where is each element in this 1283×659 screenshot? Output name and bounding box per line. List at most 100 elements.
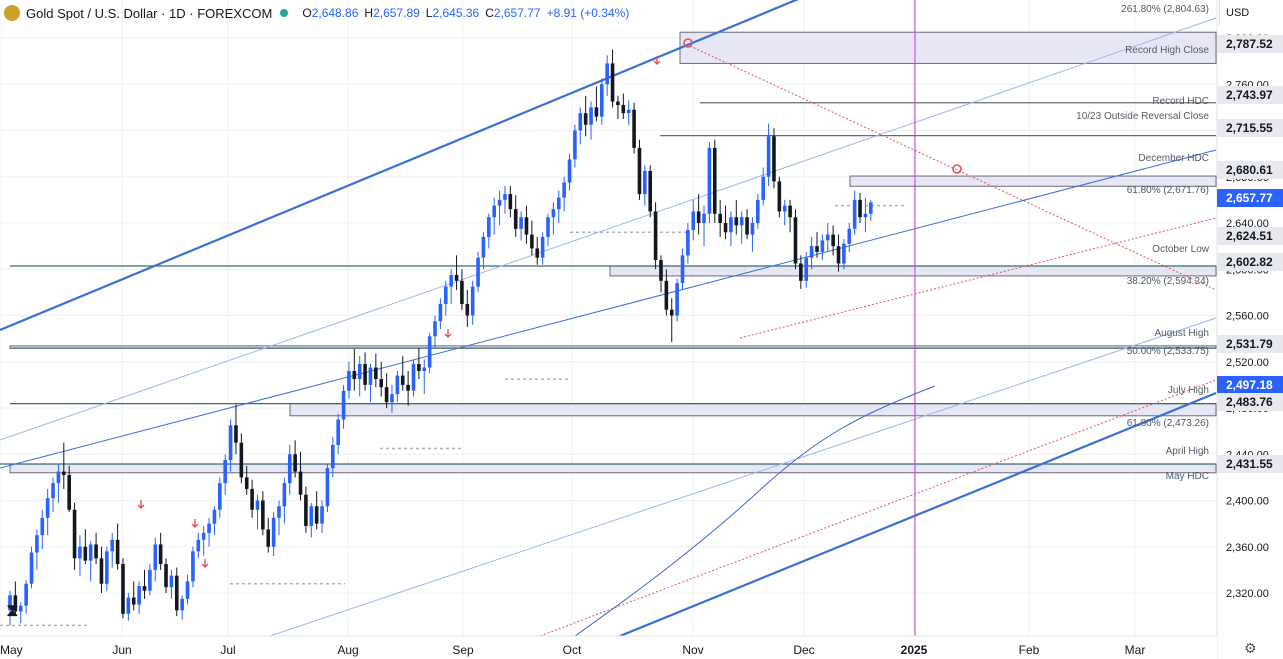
candle-body xyxy=(551,209,556,218)
price-tag xyxy=(1217,35,1283,53)
trendline xyxy=(739,217,1217,339)
candle-body xyxy=(298,471,303,495)
price-tick-label: 2,360.00 xyxy=(1226,542,1269,554)
candle-body xyxy=(653,211,658,260)
candle-body xyxy=(847,228,852,244)
candle-body xyxy=(476,257,480,287)
candle-body xyxy=(271,517,276,547)
candle-body xyxy=(121,564,125,614)
change-value: +8.91 (+0.34%) xyxy=(546,6,630,20)
price-tick-label: 2,320.00 xyxy=(1226,588,1269,600)
candle-body xyxy=(852,199,857,229)
candle-body xyxy=(508,194,513,210)
candle-body xyxy=(24,583,28,606)
candle-body xyxy=(374,367,378,380)
candle-body xyxy=(239,442,244,478)
candle-body xyxy=(793,217,798,264)
candle-body xyxy=(320,506,324,524)
symbol-title[interactable]: Gold Spot / U.S. Dollar · 1D · FOREXCOM xyxy=(26,5,273,21)
close-value: 2,657.77 xyxy=(493,6,541,20)
candle-body xyxy=(825,234,830,241)
price-tag xyxy=(1217,227,1283,245)
candle-body xyxy=(309,506,314,526)
candle-body xyxy=(616,101,620,106)
candle-body xyxy=(417,364,421,371)
ohlc-open: O2,648.86 xyxy=(302,6,358,20)
price-axis-background xyxy=(1217,0,1283,659)
candle-body xyxy=(406,384,410,391)
price-tag-label: 2,680.61 xyxy=(1226,163,1273,177)
down-arrow-icon xyxy=(201,559,209,568)
candle-body xyxy=(831,234,835,247)
time-axis-background xyxy=(0,636,1217,659)
candle-body xyxy=(632,109,636,148)
month-tick-label: Jul xyxy=(220,643,235,657)
price-tag-label: 2,624.51 xyxy=(1226,229,1273,243)
candle-body xyxy=(234,425,238,443)
level-annotations: Record High Close Record HDC 10/23 Outside… xyxy=(1076,4,1210,482)
candle-body xyxy=(78,546,82,559)
price-axis[interactable]: 2,320.002,360.002,400.002,440.002,480.00… xyxy=(1216,0,1283,659)
candle-body xyxy=(460,280,464,304)
down-arrow-icon xyxy=(191,519,199,528)
candle-body xyxy=(637,147,642,195)
ohlc-close: C2,657.77 xyxy=(485,6,540,20)
candle-body xyxy=(718,213,722,223)
candle-body xyxy=(142,586,147,591)
candle-body xyxy=(400,375,405,385)
candle-body xyxy=(427,336,432,368)
candle-body xyxy=(336,419,340,445)
candle-body xyxy=(35,535,39,553)
price-tag-label: 2,657.77 xyxy=(1226,191,1273,205)
candle-body xyxy=(707,147,712,214)
candle-body xyxy=(13,595,18,612)
candle-body xyxy=(492,205,496,218)
level-label: April High xyxy=(1166,446,1209,457)
candle-body xyxy=(669,309,674,316)
candle-body xyxy=(126,597,131,614)
candle-body xyxy=(304,494,308,526)
candle-body xyxy=(777,181,782,212)
candle-body xyxy=(465,303,470,316)
candle-body xyxy=(729,217,733,233)
month-tick-label: Nov xyxy=(682,643,703,657)
month-tick-label: Mar xyxy=(1125,643,1146,657)
candle-body xyxy=(788,205,792,218)
candle-body xyxy=(659,260,663,281)
candle-body xyxy=(487,217,491,237)
candle-body xyxy=(72,509,77,559)
candle-body xyxy=(842,243,846,264)
settings-gear-icon[interactable]: ⚙ xyxy=(1244,640,1257,656)
price-tag xyxy=(1217,161,1283,179)
currency-selector[interactable]: USD xyxy=(1219,0,1283,26)
price-zone xyxy=(289,403,1217,417)
price-tick-label: 2,520.00 xyxy=(1226,357,1269,369)
candle-body xyxy=(341,390,346,420)
candle-body xyxy=(357,364,362,380)
candle-body xyxy=(686,229,690,256)
candle-body xyxy=(858,199,862,218)
candle-body xyxy=(347,371,351,391)
candle-body xyxy=(395,375,400,395)
candle-body xyxy=(56,471,61,484)
candle-body xyxy=(691,211,696,230)
price-tag xyxy=(1217,119,1283,137)
candle-body xyxy=(244,477,249,489)
fib-label: 50.00% (2,533.75) xyxy=(1127,346,1209,357)
candle-body xyxy=(530,234,534,249)
candle-body xyxy=(804,257,809,281)
candle-body xyxy=(723,223,728,233)
month-tick-label: Sep xyxy=(452,643,474,657)
candle-body xyxy=(664,280,669,310)
trendline xyxy=(0,17,1217,441)
candle-body xyxy=(578,113,583,131)
candle-body xyxy=(675,283,679,316)
time-axis[interactable]: May Jun Jul Aug Sep Oct Nov Dec 2025 Feb Mar xyxy=(0,635,1217,659)
level-label: July High xyxy=(1168,385,1209,396)
candle-body xyxy=(648,170,653,212)
candle-body xyxy=(99,558,104,584)
trendline xyxy=(269,317,1217,637)
down-arrow-icon xyxy=(444,329,452,338)
candle-body xyxy=(331,445,335,469)
